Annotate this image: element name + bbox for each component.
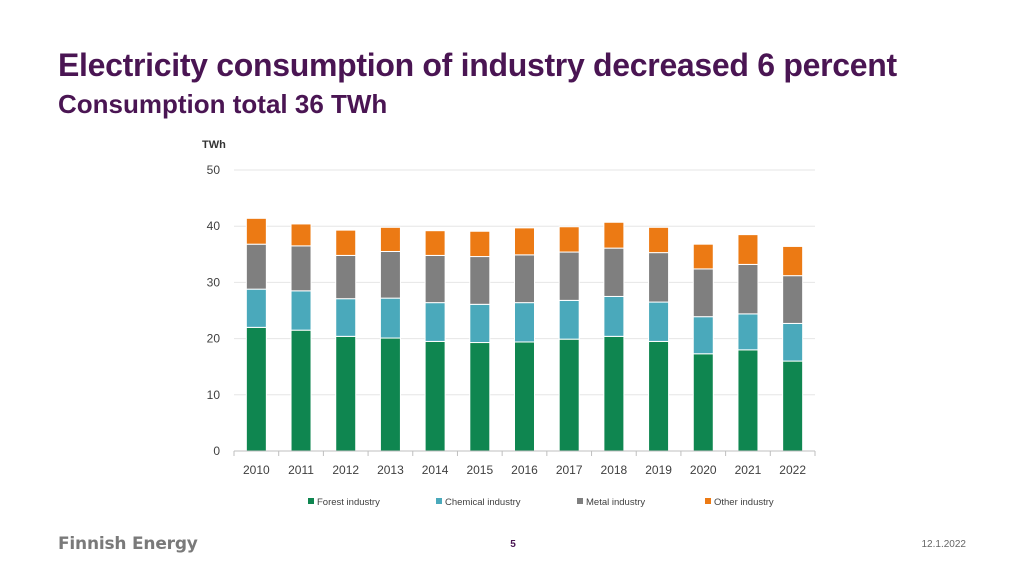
bar-metal-industry-2013 bbox=[379, 250, 401, 299]
x-tick-label: 2014 bbox=[422, 463, 449, 477]
bar-chemical-industry-2016 bbox=[514, 302, 535, 343]
bar-metal-industry-2021 bbox=[737, 263, 759, 315]
x-tick-label: 2020 bbox=[690, 463, 717, 477]
y-tick-label: 10 bbox=[207, 388, 221, 402]
bar-forest-industry-2014 bbox=[424, 340, 446, 452]
bar-metal-industry-2020 bbox=[692, 268, 714, 318]
y-axis-unit-label: TWh bbox=[202, 139, 226, 151]
bar-forest-industry-2010 bbox=[245, 326, 267, 452]
bar-metal-industry-2018 bbox=[603, 247, 625, 297]
bar-other-industry-2012 bbox=[335, 229, 357, 256]
bar-forest-industry-2017 bbox=[558, 338, 580, 452]
x-tick-label: 2019 bbox=[645, 463, 672, 477]
bar-metal-industry-2017 bbox=[558, 251, 580, 301]
bar-chemical-industry-2014 bbox=[424, 302, 446, 342]
legend-item: Forest industry bbox=[308, 497, 380, 508]
x-axis bbox=[233, 450, 816, 456]
bar-other-industry-2016 bbox=[514, 227, 535, 256]
bar-other-industry-2021 bbox=[737, 234, 759, 265]
legend-swatch bbox=[577, 498, 583, 504]
legend-item: Chemical industry bbox=[436, 497, 521, 508]
bar-chemical-industry-2020 bbox=[692, 316, 714, 355]
y-tick-label: 40 bbox=[207, 219, 221, 233]
page-number: 5 bbox=[510, 539, 516, 550]
bar-forest-industry-2020 bbox=[692, 353, 714, 452]
bar-chemical-industry-2010 bbox=[245, 288, 267, 328]
x-tick-label: 2010 bbox=[243, 463, 270, 477]
bar-forest-industry-2019 bbox=[648, 340, 670, 452]
y-tick-label: 30 bbox=[207, 275, 221, 289]
bar-other-industry-2015 bbox=[469, 230, 491, 258]
bar-forest-industry-2013 bbox=[379, 337, 401, 452]
x-tick-label: 2022 bbox=[779, 463, 806, 477]
bar-other-industry-2022 bbox=[782, 245, 804, 277]
x-axis-ticks: 2010 2011 2012 2013 2014 2015 2016 2017 2018 2019… bbox=[243, 463, 806, 477]
x-tick-label: 2011 bbox=[288, 463, 314, 477]
finnish-energy-logo: Finnish Energy bbox=[58, 534, 198, 554]
x-tick-label: 2015 bbox=[466, 463, 493, 477]
bar-forest-industry-2016 bbox=[514, 341, 535, 452]
bar-forest-industry-2015 bbox=[469, 342, 491, 452]
bar-other-industry-2018 bbox=[603, 221, 625, 249]
bars bbox=[245, 217, 804, 452]
y-axis-ticks: 0 10 20 30 40 50 bbox=[207, 163, 221, 458]
bar-other-industry-2014 bbox=[424, 230, 446, 256]
legend-label: Metal industry bbox=[586, 497, 645, 508]
legend-swatch bbox=[308, 498, 314, 504]
bar-chemical-industry-2018 bbox=[603, 295, 625, 337]
legend-item: Other industry bbox=[705, 497, 774, 508]
x-tick-label: 2018 bbox=[601, 463, 628, 477]
bar-forest-industry-2012 bbox=[335, 335, 357, 452]
legend-label: Forest industry bbox=[317, 497, 380, 508]
bar-metal-industry-2014 bbox=[424, 254, 446, 304]
slide-title: Electricity consumption of industry decr… bbox=[58, 47, 897, 83]
bar-metal-industry-2011 bbox=[290, 245, 312, 292]
bar-chemical-industry-2017 bbox=[558, 299, 580, 340]
bar-chemical-industry-2022 bbox=[782, 322, 804, 362]
bar-other-industry-2013 bbox=[379, 226, 401, 252]
x-tick-label: 2021 bbox=[735, 463, 762, 477]
bar-chemical-industry-2011 bbox=[290, 290, 312, 331]
footer-date: 12.1.2022 bbox=[921, 539, 967, 550]
bar-other-industry-2010 bbox=[245, 217, 267, 245]
bar-chemical-industry-2015 bbox=[469, 303, 491, 344]
bar-forest-industry-2022 bbox=[782, 360, 804, 452]
y-tick-label: 20 bbox=[207, 332, 221, 346]
legend: Forest industry Chemical industry Metal in… bbox=[308, 497, 774, 508]
bar-chemical-industry-2019 bbox=[648, 301, 670, 342]
x-tick-label: 2012 bbox=[332, 463, 359, 477]
bar-metal-industry-2010 bbox=[245, 243, 267, 290]
bar-other-industry-2017 bbox=[558, 226, 580, 253]
bar-chemical-industry-2021 bbox=[737, 313, 759, 351]
bar-metal-industry-2015 bbox=[469, 256, 491, 305]
bar-other-industry-2020 bbox=[692, 243, 714, 270]
slide-subtitle: Consumption total 36 TWh bbox=[58, 89, 388, 119]
legend-item: Metal industry bbox=[577, 497, 645, 508]
legend-label: Chemical industry bbox=[445, 497, 521, 508]
bar-metal-industry-2022 bbox=[782, 275, 804, 324]
legend-swatch bbox=[705, 498, 711, 504]
bar-other-industry-2019 bbox=[648, 226, 670, 254]
bar-metal-industry-2019 bbox=[648, 252, 670, 303]
bar-forest-industry-2021 bbox=[737, 349, 759, 452]
bar-chemical-industry-2012 bbox=[335, 298, 357, 337]
bar-forest-industry-2011 bbox=[290, 329, 312, 452]
bar-metal-industry-2012 bbox=[335, 254, 357, 300]
y-tick-label: 50 bbox=[207, 163, 221, 177]
x-tick-label: 2016 bbox=[511, 463, 538, 477]
bar-forest-industry-2018 bbox=[603, 335, 625, 452]
bar-other-industry-2011 bbox=[290, 223, 312, 247]
x-tick-label: 2013 bbox=[377, 463, 404, 477]
bar-chemical-industry-2013 bbox=[379, 297, 401, 339]
legend-label: Other industry bbox=[714, 497, 774, 508]
x-tick-label: 2017 bbox=[556, 463, 583, 477]
legend-swatch bbox=[436, 498, 442, 504]
y-tick-label: 0 bbox=[213, 444, 220, 458]
bar-metal-industry-2016 bbox=[514, 254, 535, 304]
